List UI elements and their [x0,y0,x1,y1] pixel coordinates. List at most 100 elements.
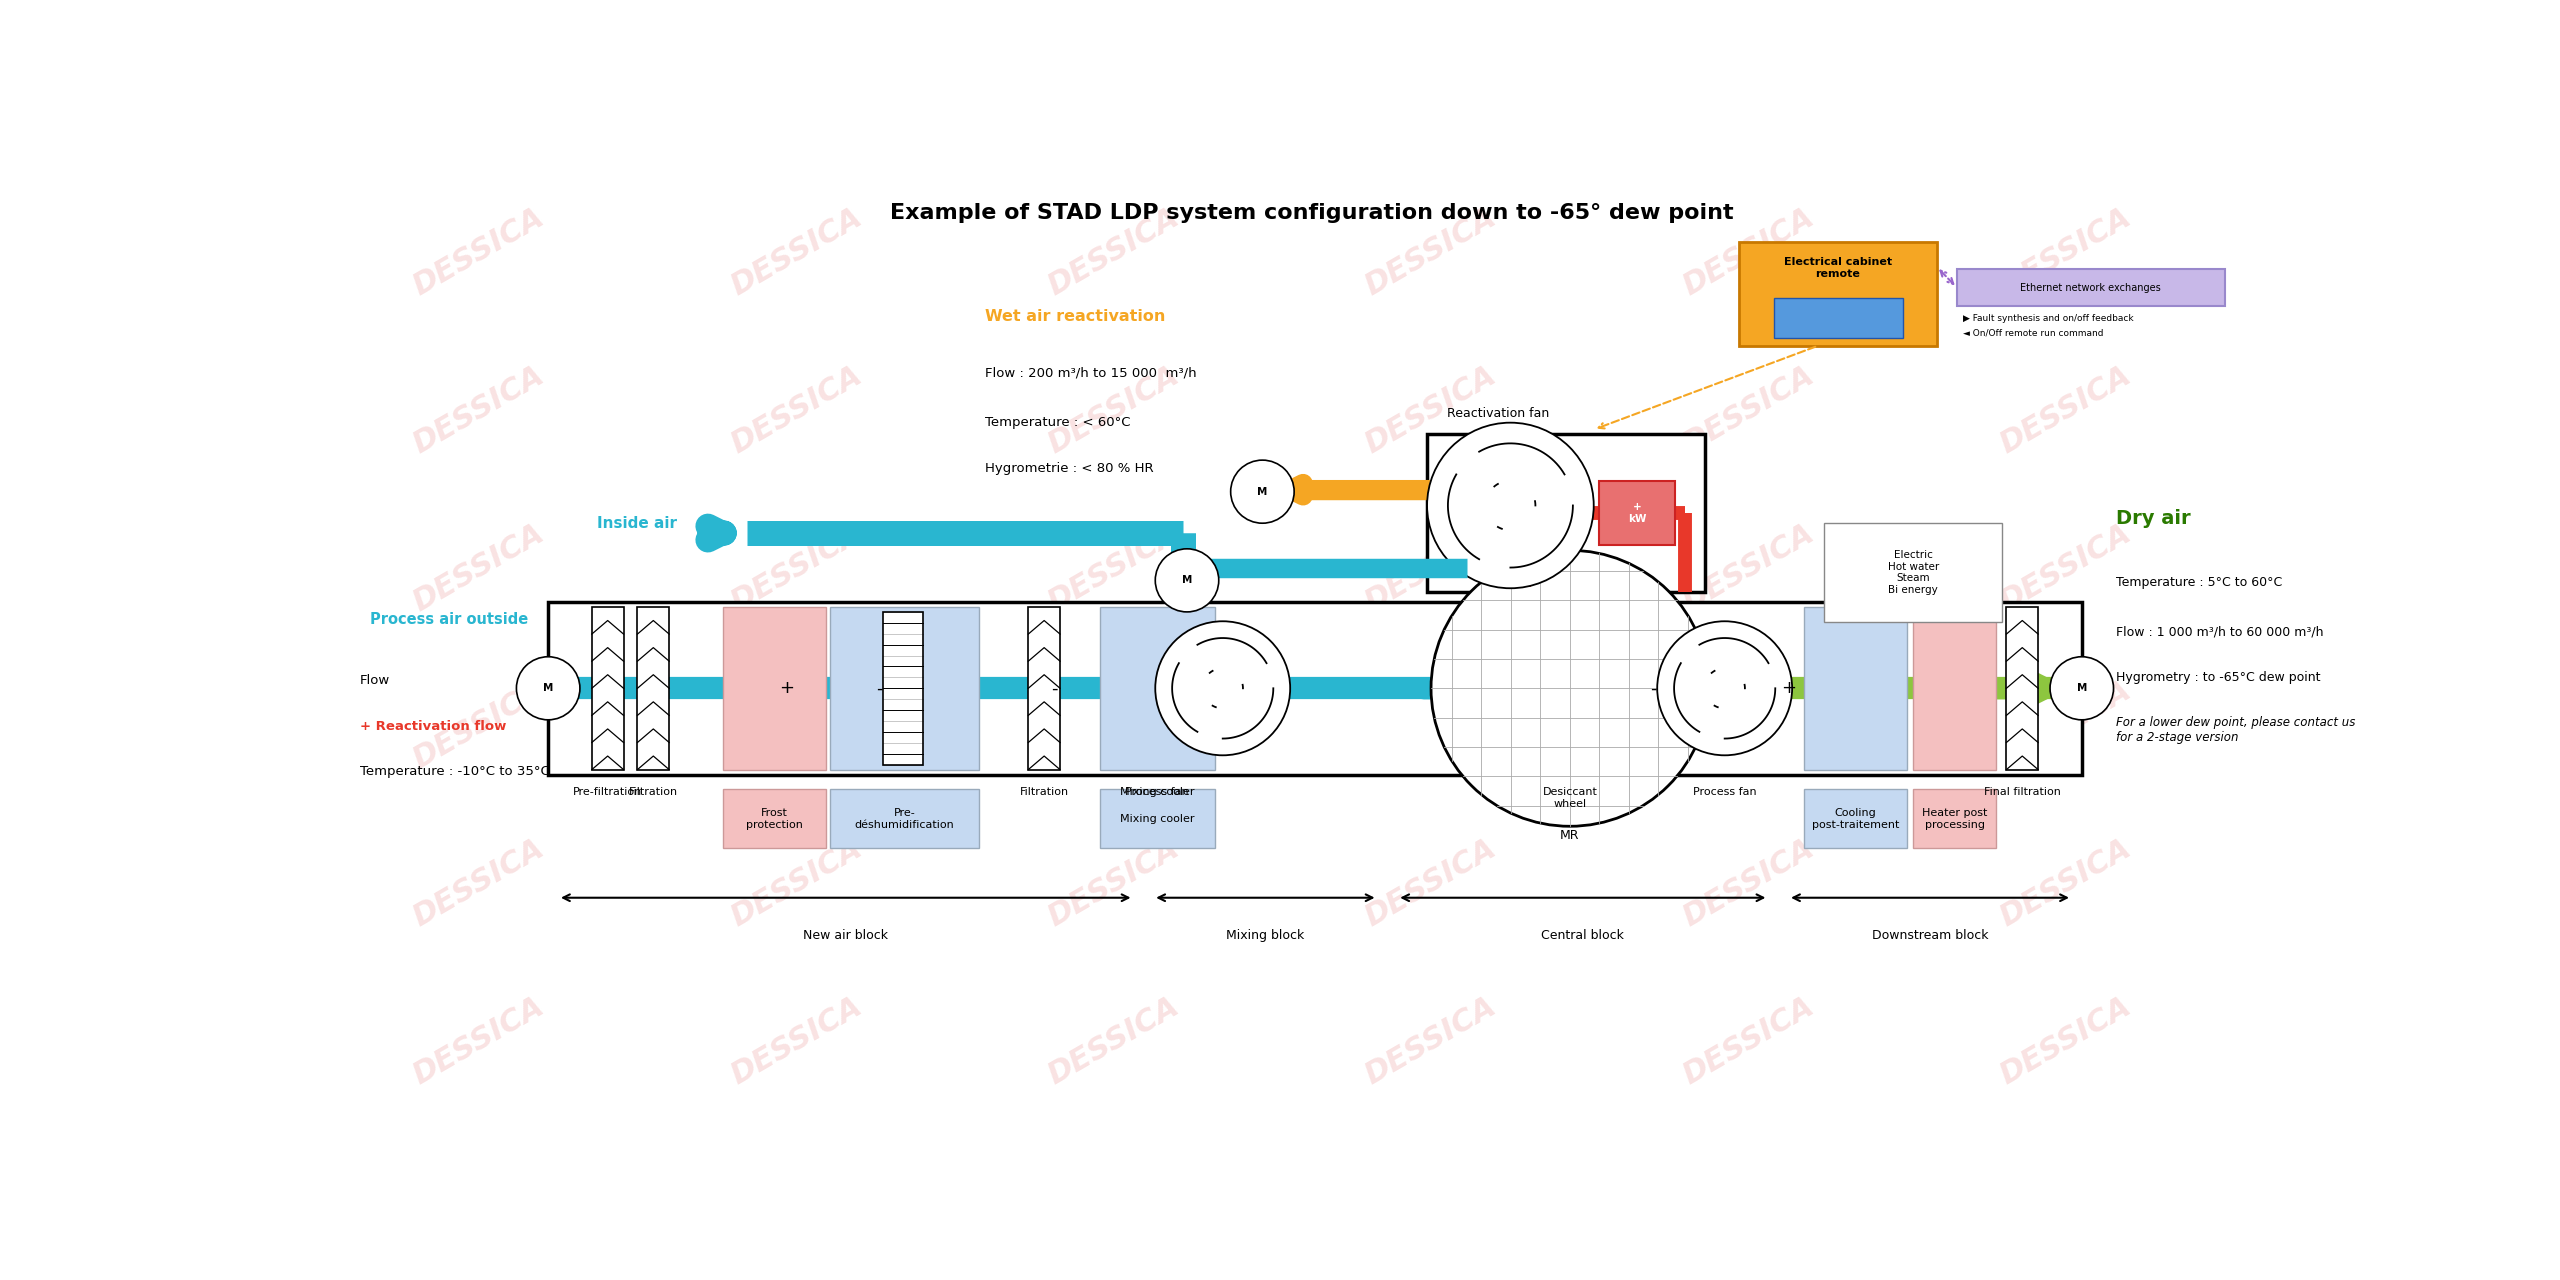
Text: DESSICA: DESSICA [1359,518,1503,617]
Text: DESSICA: DESSICA [1677,833,1820,932]
Text: DESSICA: DESSICA [1677,518,1820,617]
Text: ▶ Fault synthesis and on/off feedback: ▶ Fault synthesis and on/off feedback [1964,315,2132,324]
Text: DESSICA: DESSICA [1042,361,1185,460]
Text: DESSICA: DESSICA [1994,992,2138,1089]
Text: DESSICA: DESSICA [724,992,868,1089]
Text: DESSICA: DESSICA [724,518,868,617]
FancyBboxPatch shape [883,612,924,764]
FancyBboxPatch shape [1956,269,2225,306]
Text: Mixing block: Mixing block [1226,929,1306,942]
Text: DESSICA: DESSICA [1042,833,1185,932]
Ellipse shape [517,657,581,719]
Ellipse shape [1431,550,1710,827]
Text: Mixing cooler: Mixing cooler [1119,814,1196,824]
FancyBboxPatch shape [1738,242,1938,346]
Text: MR: MR [1559,828,1580,842]
Text: Dry air: Dry air [2115,508,2191,527]
Text: Process air outside: Process air outside [371,612,527,627]
FancyBboxPatch shape [637,607,668,769]
Text: Mixing cooler: Mixing cooler [1119,787,1196,797]
Text: Pre-filtration: Pre-filtration [573,787,643,797]
Text: DESSICA: DESSICA [1994,676,2138,774]
FancyBboxPatch shape [2007,607,2038,769]
Text: ◄ On/Off remote run command: ◄ On/Off remote run command [1964,328,2104,337]
Text: -: - [1050,680,1057,698]
FancyBboxPatch shape [1101,790,1216,849]
Text: DESSICA: DESSICA [1994,518,2138,617]
FancyBboxPatch shape [722,790,827,849]
Text: DESSICA: DESSICA [407,204,550,301]
Text: Inside air: Inside air [596,516,676,531]
Text: M: M [1183,576,1193,585]
Text: DESSICA: DESSICA [1994,361,2138,460]
Text: Desiccant
wheel: Desiccant wheel [1544,787,1597,809]
Text: DESSICA: DESSICA [1359,361,1503,460]
Text: Flow: Flow [358,673,389,686]
FancyBboxPatch shape [1805,607,1907,769]
Text: Flow : 200 m³/h to 15 000  m³/h: Flow : 200 m³/h to 15 000 m³/h [986,367,1196,380]
Text: Hygrometrie : < 80 % HR: Hygrometrie : < 80 % HR [986,462,1152,475]
Text: DESSICA: DESSICA [724,676,868,774]
Text: Pre-
déshumidification: Pre- déshumidification [855,808,955,829]
Text: DESSICA: DESSICA [1042,518,1185,617]
FancyBboxPatch shape [591,607,625,769]
FancyBboxPatch shape [1805,790,1907,849]
FancyBboxPatch shape [1823,524,2002,622]
Text: Process fan: Process fan [1126,787,1188,797]
Text: DESSICA: DESSICA [407,518,550,617]
Text: DESSICA: DESSICA [1677,204,1820,301]
Text: DESSICA: DESSICA [407,833,550,932]
FancyBboxPatch shape [829,790,978,849]
Text: DESSICA: DESSICA [1359,833,1503,932]
Text: Ethernet network exchanges: Ethernet network exchanges [2020,283,2161,293]
Text: Heater post
processing: Heater post processing [1923,808,1987,829]
Text: M: M [2076,684,2086,694]
Text: Example of STAD LDP system configuration down to -65° dew point: Example of STAD LDP system configuration… [891,202,1733,223]
FancyBboxPatch shape [722,607,827,769]
Ellipse shape [1155,621,1290,755]
Text: Temperature : -10°C to 35°C: Temperature : -10°C to 35°C [358,765,550,778]
Text: DESSICA: DESSICA [407,676,550,774]
Ellipse shape [1656,621,1792,755]
Text: Electrical cabinet
remote: Electrical cabinet remote [1784,257,1892,279]
Text: Downstream block: Downstream block [1871,929,1989,942]
Text: Central block: Central block [1541,929,1623,942]
Text: DESSICA: DESSICA [1042,676,1185,774]
FancyBboxPatch shape [1912,790,1997,849]
Text: Hygrometry : to -65°C dew point: Hygrometry : to -65°C dew point [2115,672,2319,685]
Text: DESSICA: DESSICA [1042,204,1185,301]
Text: DESSICA: DESSICA [1359,676,1503,774]
Text: DESSICA: DESSICA [407,361,550,460]
Text: For a lower dew point, please contact us
for a 2-stage version: For a lower dew point, please contact us… [2115,717,2355,744]
Text: DESSICA: DESSICA [1677,361,1820,460]
Text: Final filtration: Final filtration [1984,787,2061,797]
Text: Process fan: Process fan [1692,787,1756,797]
Text: DESSICA: DESSICA [1677,676,1820,774]
Text: +: + [1782,680,1795,698]
Text: Filtration: Filtration [630,787,678,797]
Ellipse shape [1155,549,1219,612]
FancyBboxPatch shape [1774,298,1902,338]
Text: Reactivation fan: Reactivation fan [1446,407,1549,420]
Text: Flow : 1 000 m³/h to 60 000 m³/h: Flow : 1 000 m³/h to 60 000 m³/h [2115,625,2322,639]
FancyBboxPatch shape [829,607,978,769]
Text: DESSICA: DESSICA [1994,833,2138,932]
Text: DESSICA: DESSICA [1677,992,1820,1089]
FancyBboxPatch shape [1912,607,1997,769]
Text: Frost
protection: Frost protection [745,808,804,829]
Text: -: - [1651,680,1656,698]
Text: Wet air reactivation: Wet air reactivation [986,308,1165,324]
Ellipse shape [1231,460,1295,524]
Text: Temperature : 5°C to 60°C: Temperature : 5°C to 60°C [2115,576,2281,589]
FancyBboxPatch shape [548,602,2081,774]
Text: +
kW: + kW [1628,502,1646,524]
Text: DESSICA: DESSICA [407,992,550,1089]
Text: DESSICA: DESSICA [1994,204,2138,301]
Text: DESSICA: DESSICA [1042,992,1185,1089]
FancyBboxPatch shape [1101,607,1216,769]
Ellipse shape [2051,657,2115,719]
Text: Electric
Hot water
Steam
Bi energy: Electric Hot water Steam Bi energy [1887,550,1938,595]
Text: DESSICA: DESSICA [1359,992,1503,1089]
Text: -: - [876,680,883,698]
Text: DESSICA: DESSICA [724,204,868,301]
